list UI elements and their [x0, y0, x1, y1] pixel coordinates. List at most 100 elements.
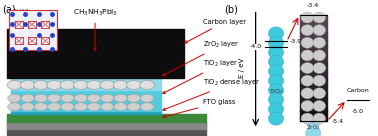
- Circle shape: [140, 81, 154, 89]
- Circle shape: [268, 55, 284, 68]
- Text: ZrO$_2$: ZrO$_2$: [306, 123, 321, 132]
- Bar: [7, 114, 206, 122]
- Bar: [9, 10, 57, 50]
- Bar: [299, 89, 327, 93]
- Bar: [299, 29, 327, 33]
- Circle shape: [301, 37, 314, 48]
- Bar: [299, 47, 327, 50]
- Bar: [299, 117, 327, 121]
- Bar: [299, 75, 327, 79]
- Circle shape: [301, 50, 314, 61]
- Bar: [299, 78, 327, 82]
- Circle shape: [313, 63, 325, 73]
- Bar: [299, 68, 327, 72]
- Circle shape: [268, 84, 284, 97]
- Circle shape: [101, 103, 114, 111]
- Text: TiO$_2$: TiO$_2$: [269, 88, 284, 96]
- Text: CH$_3$NH$_3$PbI$_3$: CH$_3$NH$_3$PbI$_3$: [73, 7, 118, 51]
- Bar: [299, 43, 327, 47]
- Bar: [15, 37, 23, 44]
- Bar: [299, 39, 327, 43]
- Text: (a): (a): [2, 4, 16, 14]
- Circle shape: [127, 94, 140, 102]
- Circle shape: [113, 81, 128, 89]
- Circle shape: [114, 103, 127, 111]
- Circle shape: [73, 81, 88, 89]
- Circle shape: [301, 12, 314, 23]
- Text: -5.4: -5.4: [332, 119, 344, 124]
- Bar: [299, 22, 327, 25]
- Bar: [28, 21, 36, 28]
- Circle shape: [127, 81, 141, 89]
- Circle shape: [301, 101, 314, 111]
- Circle shape: [74, 94, 87, 102]
- Circle shape: [313, 12, 325, 23]
- Text: TiO$_2$ layer: TiO$_2$ layer: [163, 59, 239, 93]
- Bar: [299, 82, 327, 86]
- Circle shape: [301, 63, 314, 73]
- Bar: [299, 114, 327, 118]
- Text: I$^-$: I$^-$: [12, 16, 18, 23]
- Circle shape: [61, 94, 74, 102]
- Circle shape: [47, 81, 62, 89]
- Bar: [299, 110, 327, 114]
- Circle shape: [301, 25, 314, 36]
- Bar: [7, 29, 184, 78]
- Circle shape: [34, 94, 48, 102]
- Text: -5.0: -5.0: [352, 109, 364, 115]
- Text: Perovskite: Perovskite: [300, 66, 327, 71]
- Bar: [41, 21, 49, 28]
- Circle shape: [313, 25, 325, 36]
- Bar: [299, 15, 327, 18]
- Circle shape: [301, 88, 314, 99]
- Circle shape: [140, 103, 154, 111]
- Bar: [299, 107, 327, 111]
- Circle shape: [34, 103, 48, 111]
- Circle shape: [8, 103, 21, 111]
- Bar: [299, 93, 327, 96]
- Bar: [41, 37, 49, 44]
- Text: E / eV: E / eV: [239, 58, 245, 78]
- Circle shape: [268, 27, 284, 40]
- Bar: [15, 21, 23, 28]
- Circle shape: [268, 93, 284, 106]
- Bar: [299, 71, 327, 75]
- Circle shape: [87, 103, 101, 111]
- Circle shape: [8, 94, 21, 102]
- Text: CH$_3$NH$_3^+$: CH$_3$NH$_3^+$: [12, 7, 30, 16]
- Circle shape: [127, 103, 140, 111]
- Circle shape: [306, 126, 321, 136]
- Circle shape: [48, 103, 61, 111]
- Bar: [299, 100, 327, 103]
- Circle shape: [20, 81, 35, 89]
- Circle shape: [306, 103, 321, 116]
- Circle shape: [268, 112, 284, 125]
- Text: Carbon layer: Carbon layer: [185, 19, 246, 43]
- Bar: [299, 36, 327, 40]
- Circle shape: [61, 103, 74, 111]
- Circle shape: [268, 46, 284, 59]
- Bar: [299, 32, 327, 36]
- Circle shape: [87, 94, 101, 102]
- Circle shape: [313, 88, 325, 99]
- Circle shape: [114, 94, 127, 102]
- Bar: [299, 25, 327, 29]
- Text: TiO$_2$ dense layer: TiO$_2$ dense layer: [163, 78, 261, 110]
- Text: -4.0: -4.0: [250, 44, 262, 49]
- Bar: [299, 18, 327, 22]
- Bar: [7, 122, 206, 129]
- Bar: [299, 64, 327, 68]
- Circle shape: [87, 81, 101, 89]
- Bar: [11, 90, 161, 111]
- Bar: [11, 78, 161, 90]
- Circle shape: [268, 65, 284, 78]
- Bar: [299, 103, 327, 107]
- Bar: [11, 111, 161, 114]
- Circle shape: [268, 36, 284, 50]
- Circle shape: [140, 94, 154, 102]
- Text: -3.9: -3.9: [290, 39, 302, 44]
- Bar: [299, 61, 327, 64]
- Text: FTO glass: FTO glass: [163, 99, 236, 118]
- Bar: [299, 57, 327, 61]
- Text: Pb$^{2+}$: Pb$^{2+}$: [12, 12, 23, 21]
